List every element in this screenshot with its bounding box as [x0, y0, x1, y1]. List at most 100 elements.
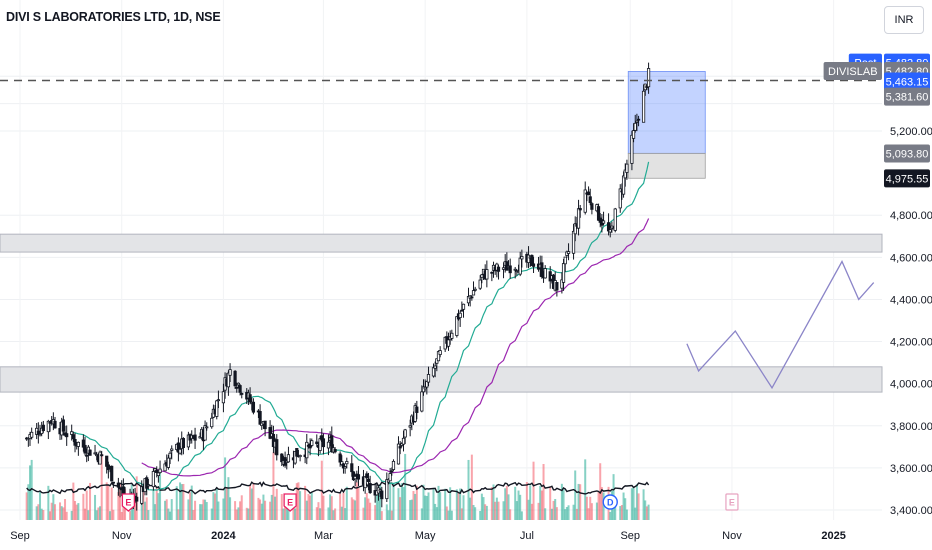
- candle-body: [236, 382, 241, 386]
- event-D-marker[interactable]: D: [602, 494, 618, 510]
- price-tick-label: 5,200.00: [890, 126, 932, 138]
- candle-body: [390, 470, 394, 473]
- candle-body: [350, 463, 354, 473]
- volume-bar: [299, 491, 302, 520]
- volume-bar: [479, 510, 482, 520]
- volume-bar: [30, 459, 33, 520]
- volume-bar: [590, 503, 593, 520]
- currency-button[interactable]: INR: [884, 6, 924, 34]
- volume-bar: [414, 493, 417, 520]
- volume-bar: [250, 488, 253, 520]
- volume-bar: [357, 487, 360, 520]
- volume-bar: [560, 483, 563, 520]
- candle-body: [310, 440, 314, 446]
- candle-body: [338, 453, 342, 463]
- candle-body: [641, 90, 646, 123]
- candle-body: [540, 262, 544, 278]
- event-E-marker[interactable]: E: [121, 493, 136, 512]
- candle-body: [181, 438, 186, 449]
- volume-bar: [485, 505, 488, 520]
- volume-bar: [260, 503, 263, 520]
- volume-bar: [637, 493, 640, 520]
- volume-bar: [179, 482, 182, 520]
- candle-body: [420, 391, 424, 412]
- candle-body: [356, 474, 361, 480]
- volume-bar: [239, 501, 242, 520]
- volume-bar: [215, 487, 218, 520]
- volume-bar: [200, 504, 203, 520]
- candle-body: [343, 466, 347, 469]
- price-tick-label: 3,400.00: [890, 505, 932, 517]
- time-axis[interactable]: Sep Nov 2024 Mar May Jul Sep Nov 2025: [10, 530, 846, 542]
- long-position-box[interactable]: [627, 71, 706, 179]
- price-tick-label: 4,200.00: [890, 337, 932, 349]
- volume-bar: [555, 507, 558, 520]
- candle-body: [415, 406, 419, 413]
- candle-body: [53, 420, 57, 429]
- volume-bar: [497, 501, 500, 520]
- candle-body: [576, 208, 581, 229]
- volume-bar: [472, 504, 475, 520]
- volume-bar: [147, 510, 150, 520]
- volume-bar: [577, 483, 580, 520]
- candle-body: [636, 118, 641, 121]
- candle-body: [145, 477, 149, 489]
- candle-body: [151, 471, 155, 488]
- volume-bar: [175, 486, 178, 520]
- volume-bar: [140, 490, 143, 520]
- volume-bar: [270, 494, 273, 520]
- candle-body: [408, 425, 412, 428]
- candle-body: [100, 454, 104, 457]
- volume-bar: [554, 499, 557, 520]
- volume-bar: [247, 508, 250, 520]
- candle-body: [526, 254, 531, 263]
- event-E-marker[interactable]: E: [283, 493, 297, 512]
- volume-bar: [305, 500, 308, 520]
- candle-body: [613, 208, 617, 231]
- candle-body: [228, 369, 232, 376]
- volume-bar: [385, 504, 388, 520]
- volume-bar: [392, 483, 395, 520]
- volume-bar: [339, 493, 342, 520]
- volume-bar: [424, 495, 427, 520]
- volume-bar: [412, 491, 415, 520]
- volume-bar: [552, 500, 555, 520]
- price-axis[interactable]: 5,200.00 4,800.00 4,600.00 4,400.00 4,200.00…: [890, 126, 932, 517]
- candle-body: [571, 230, 576, 254]
- candle-body: [345, 461, 349, 465]
- candle-body: [455, 316, 459, 336]
- candle-body: [431, 367, 436, 377]
- candle-body: [470, 296, 474, 299]
- volume-bar: [342, 492, 345, 520]
- volume-bar: [105, 482, 108, 520]
- projection-path[interactable]: [686, 260, 875, 390]
- volume-bar: [329, 494, 332, 520]
- candle-body: [178, 448, 182, 454]
- time-tick-label: Sep: [10, 530, 30, 542]
- volume-bar: [517, 490, 520, 520]
- volume-bar: [229, 497, 232, 520]
- volume-bar: [539, 485, 542, 520]
- candle-body: [490, 271, 494, 274]
- volume-bar: [322, 495, 325, 520]
- volume-bar: [509, 509, 512, 520]
- event-E-marker[interactable]: E: [725, 493, 739, 511]
- event-label: D: [607, 498, 614, 508]
- volume-bar: [474, 507, 477, 520]
- volume-bar: [202, 499, 205, 520]
- candle-body: [203, 425, 207, 441]
- volume-bar: [397, 488, 400, 520]
- volume-bar: [390, 510, 393, 520]
- volume-bar: [85, 490, 88, 520]
- price-tick-label: 4,000.00: [890, 379, 932, 391]
- candle-body: [105, 455, 109, 467]
- candle-body: [450, 332, 454, 339]
- candle-body: [471, 290, 476, 296]
- time-tick-label: Sep: [620, 530, 640, 542]
- volume-bar: [352, 499, 355, 520]
- candle-body: [513, 268, 517, 271]
- volume-bar: [632, 487, 635, 520]
- volume-bar: [502, 501, 505, 520]
